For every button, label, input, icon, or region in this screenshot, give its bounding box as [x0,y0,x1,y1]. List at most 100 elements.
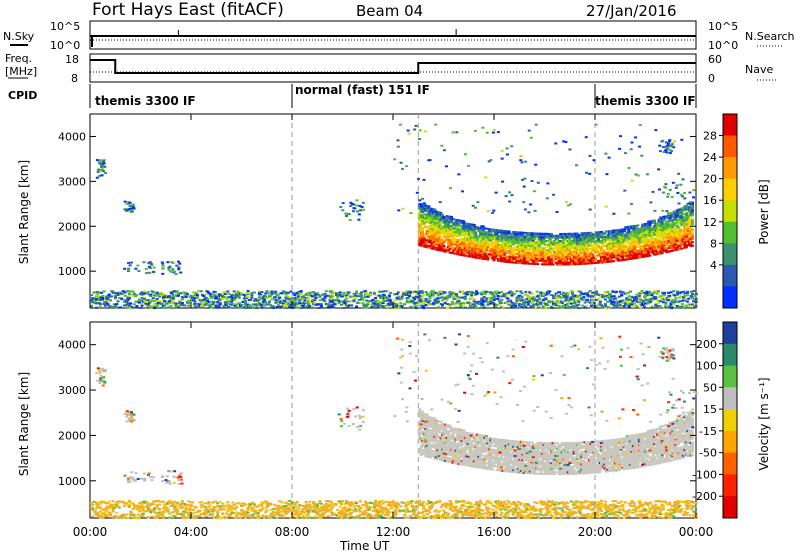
echo-cell [556,263,560,266]
echo-cell [612,240,616,243]
echo-cell [589,260,593,263]
echo-cell [521,255,525,258]
echo-cell [502,295,506,298]
echo-cell [524,231,528,234]
power-colorbar-segment [723,200,737,223]
echo-cell [686,238,690,241]
echo-cell [486,247,490,250]
echo-cell [634,230,638,233]
echo-cell [622,258,626,261]
echo-cell [637,245,641,248]
echo-cell [400,297,404,300]
echo-cell [389,291,393,294]
echo-cell [539,256,543,259]
echo-cell [424,130,428,133]
echo-cell [665,233,669,236]
echo-cell [677,214,681,217]
echo-cell [680,242,684,245]
echo-cell [653,224,657,227]
echo-cell [680,234,684,237]
echo-cell [490,244,494,247]
echo-cell [494,254,497,257]
echo-cell [674,229,678,232]
echo-cell [486,258,490,261]
echo-cell [642,250,646,253]
echo-cell [683,225,687,228]
echo-cell [624,233,628,236]
echo-cell [586,257,590,260]
echo-cell [688,191,692,194]
echo-cell [524,244,528,247]
echo-cell [468,232,472,235]
echo-cell [542,250,546,253]
echo-cell [438,201,442,204]
echo-cell [610,251,614,254]
echo-cell [603,237,607,240]
echo-cell [481,241,485,244]
echo-cell [409,305,413,308]
echo-cell [566,243,570,246]
echo-cell [690,292,694,295]
echo-cell [155,298,159,301]
echo-cell [569,254,573,257]
echo-cell [536,250,540,253]
echo-cell [642,255,646,258]
echo-cell [654,237,658,240]
echo-cell [575,261,579,264]
echo-cell [345,294,349,297]
echo-cell [624,244,628,247]
echo-cell [145,292,149,295]
echo-cell [539,232,543,235]
echo-cell [668,225,672,228]
echo-cell [610,256,614,259]
echo-cell [689,209,693,212]
echo-cell [469,250,473,253]
echo-cell [645,255,649,258]
echo-cell [663,247,667,250]
echo-cell [534,245,538,248]
echo-cell [447,229,451,232]
echo-cell [448,228,452,231]
echo-cell [562,263,566,266]
echo-cell [480,243,484,246]
echo-cell [530,297,534,300]
echo-cell [662,242,666,245]
echo-cell [683,239,687,242]
echo-cell [137,301,141,304]
echo-cell [584,248,588,251]
echo-cell [436,248,440,251]
echo-cell [633,230,637,233]
echo-cell [540,241,544,244]
echo-cell [643,237,647,240]
echo-cell [433,244,437,247]
echo-cell [545,254,549,257]
echo-cell [569,203,573,206]
echo-cell [431,229,435,232]
echo-cell [501,229,505,232]
echo-cell [512,234,516,237]
echo-cell [609,238,613,241]
echo-cell [684,237,688,240]
echo-cell [232,298,236,301]
echo-cell [624,255,628,258]
echo-cell [323,292,327,295]
echo-cell [427,205,431,208]
echo-cell [206,299,210,302]
echo-cell [637,251,641,254]
echo-cell [668,152,672,155]
echo-cell [143,299,147,302]
echo-cell [444,221,448,224]
echo-cell [672,211,676,214]
echo-cell [553,256,557,259]
echo-cell [689,230,693,233]
echo-cell [440,226,444,229]
echo-cell [487,253,491,256]
echo-cell [534,261,538,264]
echo-cell [625,249,629,252]
echo-cell [569,263,573,266]
echo-cell [551,247,555,250]
echo-cell [448,226,452,229]
echo-cell [642,237,646,240]
echo-cell [686,208,690,211]
echo-cell [474,238,478,241]
